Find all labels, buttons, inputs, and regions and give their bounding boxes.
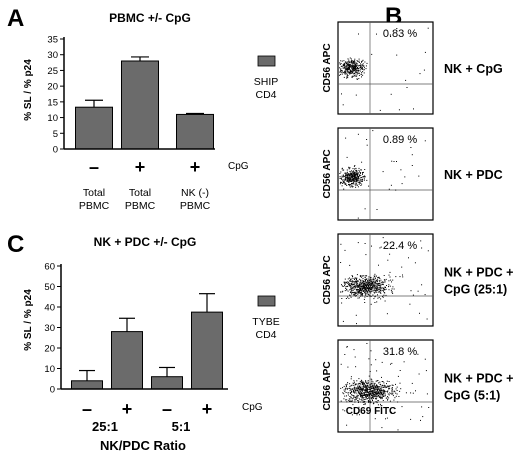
- bar: [121, 60, 159, 150]
- panel-a-bars: [75, 56, 214, 150]
- panel-b-xlabel: CD69 FITC: [346, 406, 397, 417]
- error-bar: [119, 317, 135, 332]
- panel-c: C NK + PDC +/- CpG % SL / % p24 0 10 20 30 4…: [7, 231, 280, 453]
- panel-c-yaxis-ticks: 0 10 20 30 40 50 60: [44, 262, 61, 396]
- panel-a-legend-line1: SHIP: [254, 76, 279, 88]
- panel-c-legend-line1: TYBE: [252, 316, 279, 328]
- flow-plot-ylabel: CD56 APC: [322, 43, 333, 92]
- condition-label: NK + PDC: [444, 168, 503, 182]
- category-label: PBMC: [180, 200, 211, 212]
- condition-label: NK + CpG: [444, 62, 503, 76]
- panel-c-xlabel: NK/PDC Ratio: [100, 438, 186, 453]
- flow-events: [339, 27, 429, 111]
- panel-c-group-label-2: 5:1: [172, 419, 191, 434]
- flow-plot-frame: [337, 21, 434, 115]
- flow-plot-ylabel: CD56 APC: [322, 149, 333, 198]
- panel-c-ylabel: % SL / % p24: [23, 289, 34, 351]
- cpg-sign: –: [89, 157, 99, 177]
- y-tick-label: 50: [44, 282, 55, 293]
- panel-a-cpg-label: CpG: [228, 161, 249, 172]
- panel-c-bars: [71, 293, 223, 390]
- bar: [176, 113, 214, 150]
- category-label: PBMC: [125, 200, 156, 212]
- category-label: Total: [129, 187, 151, 199]
- error-bar: [131, 56, 149, 61]
- panel-c-cpg-signs: – + – +: [82, 399, 212, 419]
- bar: [75, 106, 113, 150]
- y-tick-label: 15: [47, 97, 58, 108]
- y-tick-label: 20: [47, 82, 58, 93]
- flow-plot-ylabel: CD56 APC: [322, 361, 333, 410]
- y-tick-label: 30: [44, 323, 55, 334]
- panel-a-legend-swatch: [257, 55, 276, 67]
- flow-events: [339, 130, 426, 219]
- y-tick-label: 60: [44, 262, 55, 273]
- panel-c-legend-swatch: [257, 295, 276, 307]
- quadrant-percent: 22.4 %: [383, 240, 417, 252]
- cpg-sign: +: [190, 157, 201, 177]
- cpg-sign: –: [162, 399, 172, 419]
- quadrant-percent: 31.8 %: [383, 346, 417, 358]
- flow-plot: 31.8 % CD56 APC NK + PDC + CpG (5:1): [322, 339, 513, 433]
- panel-c-legend-line2: CD4: [255, 329, 276, 341]
- category-label: NK (-): [181, 187, 209, 199]
- flow-events: [340, 343, 430, 431]
- cpg-sign: +: [122, 399, 133, 419]
- category-label: PBMC: [79, 200, 110, 212]
- y-tick-label: 40: [44, 303, 55, 314]
- panel-c-cpg-label: CpG: [242, 402, 263, 413]
- panel-a-title: PBMC +/- CpG: [109, 11, 191, 25]
- panel-a: A PBMC +/- CpG % SL / % p24 0 5 10 15 20 25 30…: [7, 5, 278, 212]
- flow-plot-frame: [337, 233, 434, 327]
- panel-c-group-label-1: 25:1: [92, 419, 118, 434]
- y-tick-label: 35: [47, 35, 58, 46]
- cpg-sign: +: [135, 157, 146, 177]
- y-tick-label: 0: [50, 385, 55, 396]
- quadrant-percent: 0.89 %: [383, 134, 417, 146]
- error-bar: [186, 112, 204, 115]
- y-tick-label: 0: [53, 145, 58, 156]
- error-bar: [85, 99, 103, 108]
- bar: [71, 380, 103, 390]
- panel-a-ylabel: % SL / % p24: [23, 59, 34, 121]
- cpg-sign: –: [82, 399, 92, 419]
- cpg-sign: +: [202, 399, 213, 419]
- quadrant-percent: 0.83 %: [383, 28, 417, 40]
- y-tick-label: 30: [47, 50, 58, 61]
- panel-a-legend-line2: CD4: [255, 89, 276, 101]
- flow-plot-ylabel: CD56 APC: [322, 255, 333, 304]
- y-tick-label: 10: [44, 364, 55, 375]
- condition-label: NK + PDC +: [444, 266, 513, 280]
- panel-a-yaxis-ticks: 0 5 10 15 20 25 30 35: [47, 35, 64, 156]
- y-tick-label: 20: [44, 344, 55, 355]
- panel-b-flow-plots: 0.83 % CD56 APC NK + CpG 0.89 % CD56 APC NK +…: [322, 21, 513, 433]
- y-tick-label: 10: [47, 113, 58, 124]
- y-tick-label: 25: [47, 66, 58, 77]
- flow-plot: 0.83 % CD56 APC NK + CpG: [322, 21, 503, 115]
- bar: [151, 376, 183, 390]
- panel-a-cpg-signs: – + +: [89, 157, 200, 177]
- condition-label: CpG (25:1): [444, 283, 507, 297]
- bar: [191, 311, 223, 390]
- condition-label: CpG (5:1): [444, 389, 500, 403]
- condition-label: NK + PDC +: [444, 372, 513, 386]
- bar: [111, 331, 143, 390]
- flow-plot: 0.89 % CD56 APC NK + PDC: [322, 127, 503, 221]
- error-bar: [199, 293, 215, 313]
- panel-a-letter: A: [7, 5, 24, 32]
- panel-c-letter: C: [7, 231, 24, 258]
- error-bar: [79, 369, 95, 381]
- error-bar: [159, 366, 175, 377]
- y-tick-label: 5: [53, 129, 58, 140]
- flow-events: [340, 237, 429, 325]
- flow-plot: 22.4 % CD56 APC NK + PDC + CpG (25:1): [322, 233, 513, 327]
- category-label: Total: [83, 187, 105, 199]
- panel-c-title: NK + PDC +/- CpG: [94, 235, 197, 249]
